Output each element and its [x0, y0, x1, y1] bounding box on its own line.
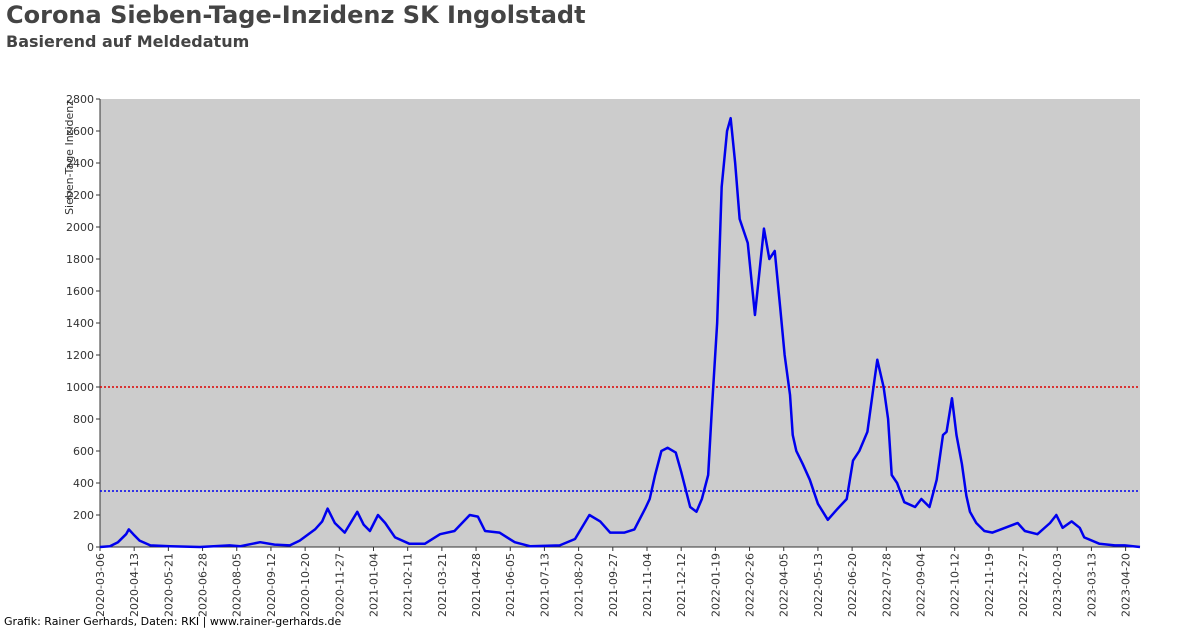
- x-tick-label: 2021-04-28: [470, 553, 483, 617]
- x-tick-label: 2022-06-20: [846, 553, 859, 617]
- x-tick-label: 2022-01-19: [709, 553, 722, 617]
- y-tick-label: 1400: [66, 317, 94, 330]
- y-axis-label: Sieben-Tage Inzidenz: [63, 100, 76, 215]
- x-tick-label: 2020-09-12: [265, 553, 278, 617]
- y-tick-label: 400: [73, 477, 94, 490]
- y-tick-label: 600: [73, 445, 94, 458]
- x-tick-label: 2023-02-03: [1051, 553, 1064, 617]
- x-tick-label: 2021-06-05: [504, 553, 517, 617]
- x-tick-label: 2022-12-27: [1017, 553, 1030, 617]
- x-tick-label: 2020-04-13: [128, 553, 141, 617]
- x-tick-label: 2022-11-19: [983, 553, 996, 617]
- y-tick-label: 2800: [66, 93, 94, 106]
- x-tick-label: 2021-08-20: [573, 553, 586, 617]
- x-tick-label: 2020-05-21: [162, 553, 175, 617]
- x-tick-label: 2020-08-05: [231, 553, 244, 617]
- x-tick-label: 2020-11-27: [333, 553, 346, 617]
- x-tick-label: 2022-04-05: [778, 553, 791, 617]
- y-tick-label: 2400: [66, 157, 94, 170]
- x-tick-label: 2022-07-28: [880, 553, 893, 617]
- y-tick-label: 2200: [66, 189, 94, 202]
- x-tick-label: 2022-10-12: [949, 553, 962, 617]
- y-tick-label: 1000: [66, 381, 94, 394]
- chart-subtitle: Basierend auf Meldedatum: [6, 32, 249, 51]
- x-tick-label: 2021-09-27: [607, 553, 620, 617]
- y-tick-label: 1600: [66, 285, 94, 298]
- x-tick-label: 2021-01-04: [367, 553, 380, 617]
- x-tick-label: 2021-03-21: [436, 553, 449, 617]
- x-tick-label: 2021-07-13: [538, 553, 551, 617]
- x-tick-label: 2023-04-20: [1120, 553, 1133, 617]
- y-tick-label: 1200: [66, 349, 94, 362]
- x-tick-label: 2020-10-20: [299, 553, 312, 617]
- x-tick-label: 2021-02-11: [402, 553, 415, 617]
- y-tick-label: 1800: [66, 253, 94, 266]
- x-tick-label: 2022-09-04: [914, 553, 927, 617]
- plot-area: [100, 99, 1140, 547]
- x-tick-label: 2020-03-06: [94, 553, 107, 617]
- x-tick-label: 2022-05-13: [812, 553, 825, 617]
- y-tick-label: 0: [87, 541, 94, 554]
- y-tick-label: 200: [73, 509, 94, 522]
- source: Grafik: Rainer Gerhards, Daten: RKI | ww…: [4, 615, 342, 628]
- x-tick-label: 2020-06-28: [197, 553, 210, 617]
- series-line: [99, 116, 1141, 549]
- chart-title: Corona Sieben-Tage-Inzidenz SK Ingolstad…: [6, 1, 586, 29]
- x-tick-label: 2023-03-13: [1085, 553, 1098, 617]
- y-tick-label: 2000: [66, 221, 94, 234]
- y-tick-label: 2600: [66, 125, 94, 138]
- y-tick-label: 800: [73, 413, 94, 426]
- x-tick-label: 2022-02-26: [744, 553, 757, 617]
- x-tick-label: 2021-12-12: [675, 553, 688, 617]
- x-tick-label: 2021-11-04: [641, 553, 654, 617]
